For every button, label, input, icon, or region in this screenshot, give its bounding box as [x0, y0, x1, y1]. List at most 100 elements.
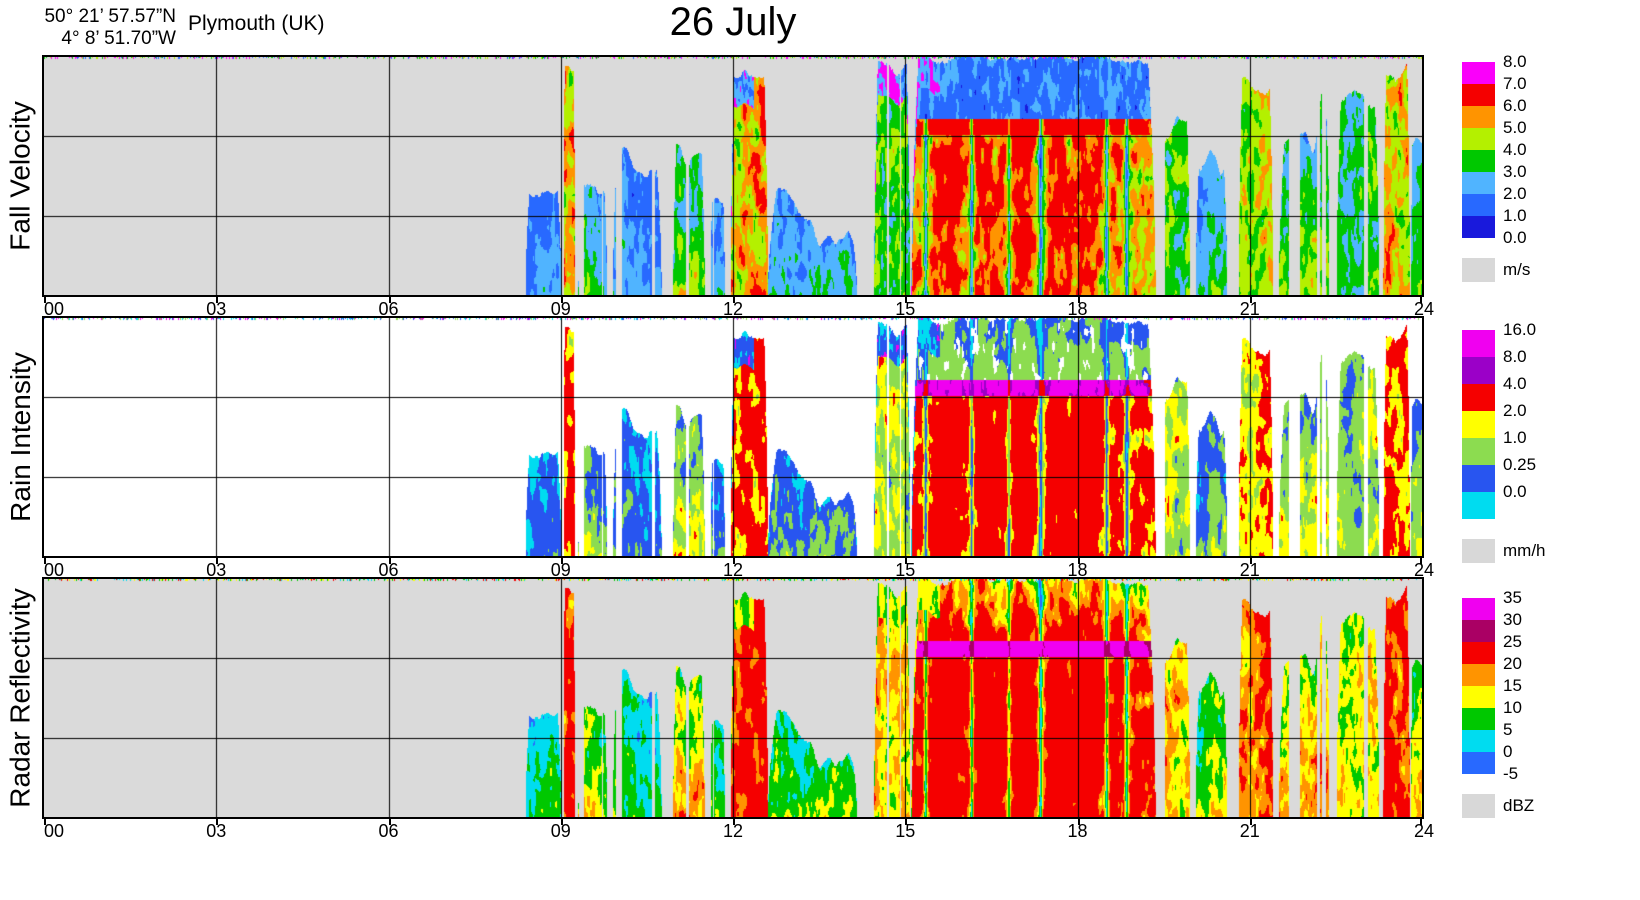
x-tick-label: 00 — [44, 821, 65, 841]
x-tick-label: 09 — [550, 299, 571, 319]
legend-value-label: 4.0 — [1503, 140, 1527, 159]
legend-color-swatch — [1462, 84, 1495, 106]
legend-color-swatch — [1462, 730, 1495, 752]
legend-unit-swatch — [1462, 258, 1495, 282]
x-tick-label: 24 — [1413, 560, 1434, 580]
axis-tick — [905, 819, 908, 825]
legend-value-label: 4.0 — [1503, 374, 1527, 393]
axis-tick — [733, 558, 735, 564]
x-tick-label: 21 — [1239, 560, 1260, 580]
axis-tick — [905, 558, 908, 564]
legend-unit-swatch — [1462, 539, 1495, 563]
coordinates: 50° 21’ 57.57”N 4° 8’ 51.70”W — [24, 6, 176, 51]
legend-value-label: 7.0 — [1503, 74, 1527, 93]
legend-unit-label: dBZ — [1503, 796, 1535, 815]
x-tick-label: 24 — [1413, 299, 1434, 319]
axis-tick — [1420, 819, 1422, 825]
legend-color-swatch — [1462, 357, 1495, 384]
legend-color-swatch — [1462, 642, 1495, 664]
x-tick-label: 18 — [1067, 560, 1088, 580]
legend-value-label: 16.0 — [1503, 320, 1537, 339]
x-tick-label: 06 — [378, 560, 399, 580]
x-tick-label: 09 — [550, 821, 571, 841]
panel-fall_velocity — [42, 55, 1424, 297]
x-tick-label: 18 — [1067, 299, 1088, 319]
legend-value-label: -5 — [1503, 764, 1519, 783]
ylabel-rain_intensity: Rain Intensity — [0, 318, 42, 556]
legend-value-label: 8.0 — [1503, 347, 1527, 366]
longitude-text: 4° 8’ 51.70”W — [61, 28, 176, 50]
axis-tick — [1249, 297, 1252, 303]
axis-tick — [44, 819, 46, 825]
legend-value-label: 0 — [1503, 742, 1513, 761]
legend-value-label: 0.0 — [1503, 482, 1527, 501]
x-tick-label: 06 — [378, 299, 399, 319]
axis-tick — [905, 297, 908, 303]
ylabel-text-rain_intensity: Rain Intensity — [5, 352, 37, 522]
legend-color-swatch — [1462, 465, 1495, 492]
x-tick-label: 18 — [1067, 821, 1088, 841]
legend-value-label: 8.0 — [1503, 52, 1527, 71]
axis-tick — [1249, 558, 1252, 564]
legend-color-swatch — [1462, 686, 1495, 708]
x-tick-label: 03 — [206, 821, 227, 841]
axis-tick — [733, 297, 735, 303]
x-tick-label: 00 — [44, 299, 65, 319]
legend-color-swatch — [1462, 194, 1495, 216]
x-tick-label: 21 — [1239, 299, 1260, 319]
legend-color-swatch — [1462, 708, 1495, 730]
legend-unit-label: mm/h — [1503, 541, 1546, 560]
legend-color-swatch — [1462, 411, 1495, 438]
x-tick-label: 21 — [1239, 821, 1260, 841]
legend-color-swatch — [1462, 752, 1495, 774]
axis-tick — [560, 297, 563, 303]
x-tick-label: 03 — [206, 299, 227, 319]
axis-tick — [733, 819, 735, 825]
legend-value-label: 0.25 — [1503, 455, 1537, 474]
legend-color-swatch — [1462, 620, 1495, 642]
axis-tick — [1249, 819, 1252, 825]
legend-value-label: 1.0 — [1503, 428, 1527, 447]
legend-color-swatch — [1462, 664, 1495, 686]
date-title: 26 July — [669, 0, 797, 44]
station-name: Plymouth (UK) — [188, 12, 325, 35]
legend-value-label: 20 — [1503, 654, 1522, 673]
legend-color-swatch — [1462, 128, 1495, 150]
legend-value-label: 2.0 — [1503, 184, 1527, 203]
axis-tick — [44, 297, 46, 303]
legend-value-label: 6.0 — [1503, 96, 1527, 115]
x-tick-label: 15 — [895, 299, 916, 319]
axis-tick — [216, 297, 219, 303]
x-tick-label: 15 — [895, 821, 916, 841]
legend-unit-label: m/s — [1503, 260, 1531, 279]
panel-radar_reflectivity — [42, 577, 1424, 819]
legend-color-swatch — [1462, 150, 1495, 172]
radar_reflectivity-heatmap — [44, 579, 1422, 817]
legend-color-swatch — [1462, 330, 1495, 357]
legend-unit-swatch — [1462, 794, 1495, 818]
legend-color-swatch — [1462, 438, 1495, 465]
x-tick-label: 09 — [550, 560, 571, 580]
legend-value-label: 30 — [1503, 610, 1522, 629]
legend-value-label: 0.0 — [1503, 228, 1527, 247]
fall_velocity-heatmap — [44, 57, 1422, 295]
panel-rain_intensity — [42, 316, 1424, 558]
legend-color-swatch — [1462, 172, 1495, 194]
axis-tick — [388, 297, 391, 303]
legend-value-label: 25 — [1503, 632, 1522, 651]
axis-tick — [1077, 819, 1080, 825]
legend-value-label: 2.0 — [1503, 401, 1527, 420]
x-tick-label: 12 — [722, 821, 744, 841]
axis-tick — [560, 819, 563, 825]
x-tick-label: 12 — [722, 299, 744, 319]
legend-value-label: 3.0 — [1503, 162, 1527, 181]
legend-color-swatch — [1462, 62, 1495, 84]
rain_intensity-heatmap — [44, 318, 1422, 556]
ylabel-text-radar_reflectivity: Radar Reflectivity — [5, 588, 36, 808]
ylabel-fall_velocity: Fall Velocity — [0, 57, 42, 295]
ylabel-text-fall_velocity: Fall Velocity — [5, 101, 36, 251]
x-tick-label: 12 — [722, 560, 744, 580]
x-tick-label: 24 — [1413, 821, 1434, 841]
axis-tick — [388, 819, 391, 825]
